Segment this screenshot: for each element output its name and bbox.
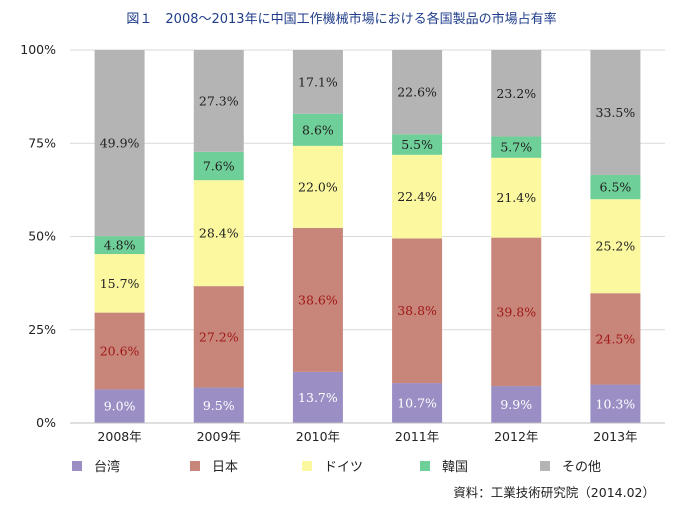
bar-segment <box>193 50 244 152</box>
bar-segment <box>94 312 145 390</box>
legend-item: その他 <box>540 456 601 475</box>
data-label: 20.6% <box>100 344 140 359</box>
data-label: 25.2% <box>596 239 636 254</box>
bar-segment <box>193 151 244 181</box>
data-label: 13.7% <box>298 390 338 405</box>
data-label: 22.4% <box>397 189 437 204</box>
legend-swatch <box>302 460 312 471</box>
y-tick-label: 50% <box>28 229 56 244</box>
data-label: 33.5% <box>596 105 636 120</box>
data-label: 38.8% <box>397 303 437 318</box>
legend-label: 日本 <box>212 460 239 475</box>
legend: 台湾 日本 ドイツ 韓国 その他 <box>0 456 683 476</box>
bar-segment <box>491 136 542 158</box>
data-label: 5.5% <box>401 137 433 152</box>
bar-segment <box>292 113 343 146</box>
data-label: 10.7% <box>397 396 437 411</box>
legend-label: 台湾 <box>94 460 121 475</box>
legend-label: ドイツ <box>324 460 364 475</box>
data-label: 9.0% <box>104 399 136 414</box>
bar-segment <box>491 157 542 238</box>
data-label: 23.2% <box>496 86 536 101</box>
x-tick-label: 2013年 <box>593 429 637 444</box>
x-tick-label: 2009年 <box>197 429 241 444</box>
bar-segment <box>292 50 343 114</box>
data-label: 15.7% <box>100 276 140 291</box>
legend-label: その他 <box>562 460 602 475</box>
data-label: 28.4% <box>199 226 239 241</box>
data-label: 21.4% <box>496 190 536 205</box>
x-tick-label: 2010年 <box>296 429 340 444</box>
bar-segment <box>392 238 443 384</box>
bar-segment <box>590 293 641 385</box>
bar-segment <box>193 286 244 388</box>
source-note: 資料：工業技術研究院（2014.02） <box>453 485 655 500</box>
bar-segment <box>94 50 145 237</box>
legend-label: 韓国 <box>442 460 469 475</box>
data-label: 39.8% <box>496 304 536 319</box>
bar-segment <box>94 236 145 255</box>
bar-segment <box>491 237 542 387</box>
legend-swatch <box>72 460 82 471</box>
bar-segment <box>292 371 343 423</box>
legend-item: 韓国 <box>420 456 468 475</box>
bar-segment <box>590 199 641 294</box>
bar-segment <box>94 254 145 313</box>
bar-segment <box>392 383 443 423</box>
data-label: 9.9% <box>500 397 532 412</box>
bar-segment <box>292 145 343 228</box>
bar-segment <box>590 384 641 423</box>
y-tick-label: 25% <box>28 322 56 337</box>
y-tick-label: 75% <box>28 135 56 150</box>
data-label: 6.5% <box>600 180 632 195</box>
x-tick-label: 2011年 <box>395 429 439 444</box>
bar-segment <box>590 50 641 175</box>
legend-swatch <box>540 460 550 471</box>
data-label: 5.7% <box>500 140 532 155</box>
data-label: 10.3% <box>596 396 636 411</box>
data-label: 27.2% <box>199 329 239 344</box>
data-label: 49.9% <box>100 136 140 151</box>
data-label: 9.5% <box>203 398 235 413</box>
data-label: 27.3% <box>199 93 239 108</box>
data-label: 22.6% <box>397 85 437 100</box>
legend-swatch <box>420 460 430 471</box>
bar-segment <box>392 154 443 239</box>
data-label: 38.6% <box>298 292 338 307</box>
bar-segment <box>392 50 443 135</box>
bar-segment <box>193 180 244 287</box>
legend-item: ドイツ <box>302 456 363 475</box>
bar-segment <box>491 386 542 423</box>
bar-segment <box>94 389 145 423</box>
legend-swatch <box>190 460 200 471</box>
bar-segment <box>193 387 244 423</box>
bar-segment <box>491 50 542 137</box>
data-label: 24.5% <box>596 331 636 346</box>
x-tick-label: 2012年 <box>494 429 538 444</box>
bar-segment <box>590 174 641 200</box>
bar-segment <box>292 227 343 372</box>
legend-item: 日本 <box>190 456 238 475</box>
legend-item: 台湾 <box>72 456 120 475</box>
chart-title: 図１ 2008〜2013年に中国工作機械市場における各国製品の市場占有率 <box>126 12 557 27</box>
bar-segment <box>392 134 443 155</box>
data-label: 8.6% <box>302 122 334 137</box>
data-label: 7.6% <box>203 159 235 174</box>
data-label: 4.8% <box>104 238 136 253</box>
x-tick-label: 2008年 <box>97 429 141 444</box>
y-tick-label: 100% <box>20 42 56 57</box>
data-label: 17.1% <box>298 74 338 89</box>
y-tick-label: 0% <box>36 415 56 430</box>
data-label: 22.0% <box>298 179 338 194</box>
